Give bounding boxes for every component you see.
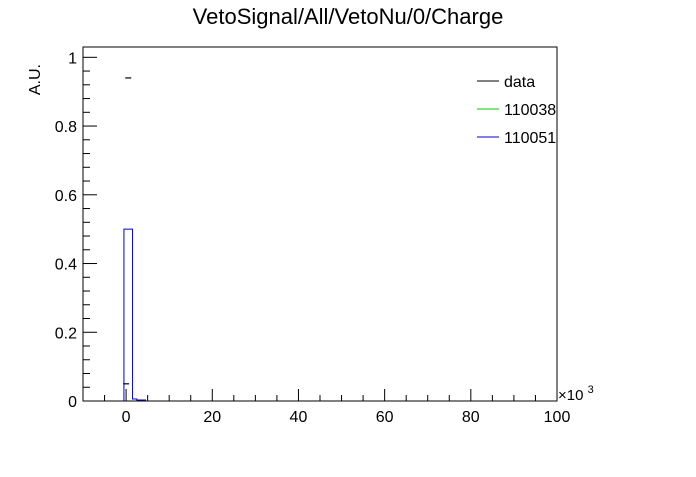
y-tick-label: 1 bbox=[68, 50, 77, 67]
x-scale-factor: ×10 3 bbox=[558, 384, 594, 404]
y-axis: 0 0.2 0.4 0.6 0.8 1 bbox=[55, 50, 97, 411]
chart-title: VetoSignal/All/VetoNu/0/Charge bbox=[193, 4, 504, 29]
x-scale-label: ×10 bbox=[558, 387, 583, 404]
x-tick-label: 0 bbox=[122, 409, 131, 426]
x-scale-exponent: 3 bbox=[588, 384, 594, 396]
y-tick-label: 0.8 bbox=[55, 119, 77, 136]
legend-label: data bbox=[504, 74, 535, 91]
x-tick-label: 20 bbox=[203, 409, 221, 426]
histogram-110051 bbox=[123, 228, 146, 401]
series-layer bbox=[123, 77, 146, 401]
x-tick-label: 100 bbox=[544, 409, 571, 426]
x-tick-label: 80 bbox=[462, 409, 480, 426]
y-axis-label: A.U. bbox=[27, 64, 44, 95]
legend: data 110038 110051 bbox=[477, 74, 556, 147]
x-tick-label: 60 bbox=[376, 409, 394, 426]
legend-label: 110038 bbox=[504, 102, 556, 119]
plot-frame bbox=[82, 46, 558, 402]
x-tick-label: 40 bbox=[290, 409, 308, 426]
y-tick-label: 0.4 bbox=[55, 257, 77, 274]
x-axis: 0 20 40 60 80 100 bbox=[82, 389, 571, 426]
y-tick-label: 0.2 bbox=[55, 325, 77, 342]
legend-label: 110051 bbox=[504, 130, 556, 147]
y-tick-label: 0.6 bbox=[55, 188, 77, 205]
y-tick-label: 0 bbox=[68, 394, 77, 411]
